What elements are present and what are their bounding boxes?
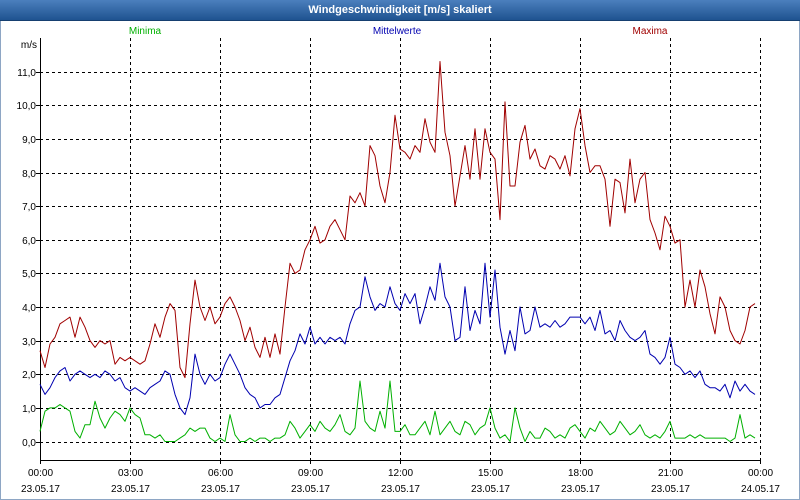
x-tick-date-label: 23.05.17 bbox=[21, 484, 60, 495]
x-tick-time-label: 03:00 bbox=[118, 468, 143, 479]
legend: Minima Mittelwerte Maxima bbox=[129, 26, 668, 37]
y-tick-label: 7,0 bbox=[22, 202, 36, 213]
x-tick-time-label: 06:00 bbox=[208, 468, 233, 479]
y-tick-label: 11,0 bbox=[17, 68, 36, 79]
y-tick-label: 9,0 bbox=[22, 135, 36, 146]
x-tick-time-label: 00:00 bbox=[28, 468, 53, 479]
series-layer bbox=[39, 61, 756, 442]
x-tick-date-label: 23.05.17 bbox=[561, 484, 600, 495]
y-tick-label: 10,0 bbox=[17, 101, 37, 112]
x-tick-time-label: 18:00 bbox=[568, 468, 593, 479]
title-bar[interactable]: Windgeschwindigkeit [m/s] skaliert bbox=[0, 0, 800, 21]
y-tick-label: 1,0 bbox=[22, 404, 36, 415]
x-tick-time-label: 00:00 bbox=[748, 468, 773, 479]
series-line-minima bbox=[39, 380, 756, 442]
legend-label-minima: Minima bbox=[129, 26, 162, 37]
x-tick-time-label: 21:00 bbox=[658, 468, 683, 479]
tick-label-layer: 0,0 1,0 2,0 3,0 4,0 5,0 6,0 7,0 8,0 9,0 10,0 11,0 00… bbox=[17, 68, 781, 495]
x-tick-time-label: 15:00 bbox=[478, 468, 503, 479]
grid-layer bbox=[40, 38, 761, 460]
y-tick-label: 3,0 bbox=[22, 337, 36, 348]
y-tick-label: 4,0 bbox=[22, 303, 36, 314]
x-tick-date-label: 23.05.17 bbox=[651, 484, 690, 495]
x-tick-date-label: 24.05.17 bbox=[741, 484, 780, 495]
y-tick-label: 2,0 bbox=[22, 370, 36, 381]
x-tick-date-label: 23.05.17 bbox=[381, 484, 420, 495]
x-tick-date-label: 23.05.17 bbox=[201, 484, 240, 495]
y-tick-label: 5,0 bbox=[22, 269, 36, 280]
window-title: Windgeschwindigkeit [m/s] skaliert bbox=[308, 4, 492, 16]
x-tick-date-label: 23.05.17 bbox=[291, 484, 330, 495]
y-tick-label: 0,0 bbox=[22, 438, 36, 449]
legend-label-maxima: Maxima bbox=[632, 26, 667, 37]
x-tick-time-label: 09:00 bbox=[298, 468, 323, 479]
x-tick-date-label: 23.05.17 bbox=[471, 484, 510, 495]
series-line-maxima bbox=[39, 61, 756, 379]
series-line-mittelwerte bbox=[39, 262, 756, 416]
axis-layer bbox=[36, 38, 761, 464]
legend-label-mittelwerte: Mittelwerte bbox=[373, 26, 422, 37]
x-tick-time-label: 12:00 bbox=[388, 468, 413, 479]
x-tick-date-label: 23.05.17 bbox=[111, 484, 150, 495]
y-axis-unit-label: m/s bbox=[21, 40, 37, 51]
y-tick-label: 8,0 bbox=[22, 169, 36, 180]
y-tick-label: 6,0 bbox=[22, 236, 36, 247]
